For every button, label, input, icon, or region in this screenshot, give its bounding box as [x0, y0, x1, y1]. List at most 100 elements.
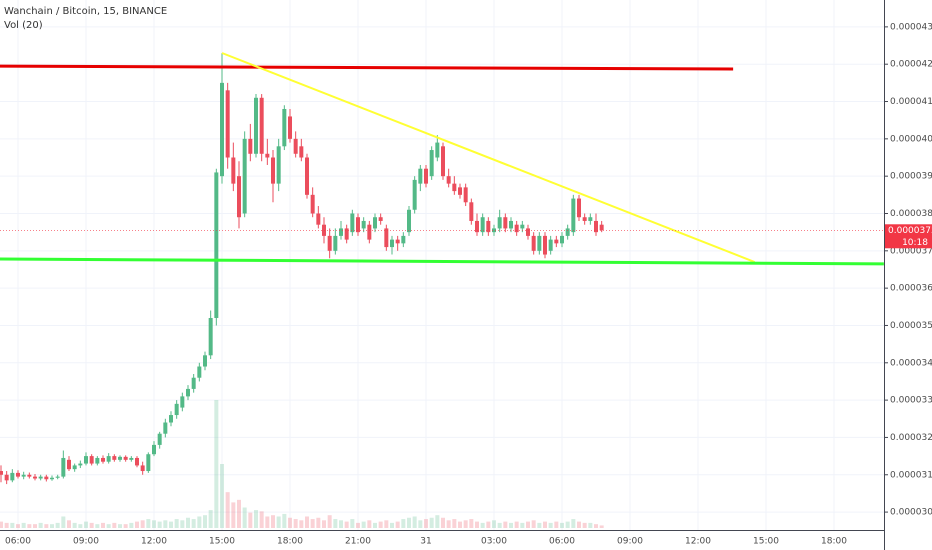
- candle-body: [67, 459, 71, 470]
- volume-bar: [55, 522, 60, 528]
- candle-body: [180, 396, 185, 408]
- volume-bar: [129, 522, 134, 528]
- volume-bar: [208, 510, 213, 528]
- volume-bar: [33, 524, 37, 528]
- volume-bar: [577, 521, 581, 528]
- candle-body: [72, 465, 77, 470]
- volume-bar: [276, 516, 281, 528]
- volume-bar: [237, 499, 241, 528]
- candle-body: [271, 157, 275, 184]
- candle-body: [424, 168, 428, 184]
- candle-body: [520, 224, 525, 229]
- volume-bar: [157, 521, 162, 528]
- volume-bar: [106, 524, 111, 528]
- candle-body: [412, 179, 417, 210]
- candle-body: [33, 476, 37, 479]
- candle-body: [242, 138, 247, 214]
- volume-bar: [220, 464, 224, 528]
- volume-bar: [135, 521, 139, 528]
- candle-body: [16, 472, 20, 477]
- candle-body: [203, 355, 207, 367]
- y-tick-label: 0.00003100: [890, 470, 932, 480]
- candle-body: [599, 224, 604, 231]
- candle-body: [135, 457, 139, 466]
- volume-bar: [520, 522, 525, 528]
- x-tick-label: 06:00: [549, 537, 575, 547]
- volume-bar: [248, 512, 253, 528]
- volume-bar: [254, 510, 258, 528]
- volume-bar: [72, 522, 77, 528]
- candle-body: [344, 228, 349, 240]
- volume-bar: [299, 520, 304, 528]
- candle-body: [225, 90, 230, 158]
- trend-line: [0, 64, 734, 71]
- volume-bar: [435, 515, 440, 528]
- volume-bar: [469, 519, 474, 528]
- volume-bar: [344, 521, 349, 528]
- volume-bar: [112, 522, 117, 528]
- volume-bar: [475, 521, 479, 528]
- volume-bar: [429, 517, 434, 528]
- y-tick-label: 0.00004200: [890, 60, 932, 70]
- candle-body: [543, 235, 547, 255]
- candle-body: [361, 220, 366, 229]
- candle-body: [407, 209, 411, 233]
- volume-bar: [231, 502, 236, 528]
- drawing-layer: [0, 52, 884, 266]
- candle-body: [418, 168, 423, 184]
- volume-bar: [588, 522, 593, 528]
- candle-body: [554, 239, 559, 244]
- grid: [0, 0, 884, 530]
- axes: 0.00003000 0.00003100 0.00003200 0.00003300…: [5, 22, 932, 547]
- candle-body: [526, 228, 530, 236]
- candle-body: [214, 172, 219, 318]
- volume-bar: [582, 522, 587, 528]
- volume-bar: [543, 521, 547, 528]
- x-tick-label: 18:00: [821, 537, 847, 547]
- candle-body: [84, 456, 88, 464]
- volume-bar: [339, 520, 343, 528]
- volume-bar: [514, 521, 519, 528]
- volume-bar: [310, 519, 315, 528]
- volume-bar: [21, 522, 26, 528]
- volume-bar: [463, 520, 468, 528]
- candle-body: [112, 456, 117, 460]
- volume-bar: [27, 524, 32, 528]
- volume-bar: [531, 520, 536, 528]
- volume-bar: [214, 400, 219, 528]
- candle-body: [89, 456, 94, 464]
- candle-body: [486, 220, 491, 233]
- volume-layer: [0, 400, 604, 528]
- volume-bar: [50, 524, 54, 528]
- candle-body: [282, 108, 287, 147]
- volume-bar: [350, 519, 355, 528]
- candle-body: [0, 471, 3, 475]
- candle-body: [157, 433, 162, 445]
- volume-bar: [509, 522, 513, 528]
- candle-body: [446, 176, 451, 184]
- y-tick-label: 0.00004000: [890, 134, 932, 144]
- volume-bar: [84, 521, 88, 528]
- x-tick-label: 31: [420, 537, 431, 547]
- volume-bar: [537, 522, 542, 528]
- volume-bar: [123, 524, 128, 528]
- volume-bar: [4, 522, 9, 528]
- volume-bar: [452, 519, 457, 528]
- volume-bar: [333, 519, 338, 528]
- volume-bar: [571, 519, 576, 528]
- candle-body: [231, 157, 236, 184]
- candle-body: [38, 476, 43, 479]
- volume-bar: [390, 522, 394, 528]
- volume-bar: [373, 522, 377, 528]
- candle-body: [174, 403, 179, 416]
- candle-body: [548, 239, 553, 251]
- candle-body: [594, 220, 598, 233]
- candle-body: [531, 235, 536, 251]
- volume-bar: [361, 521, 366, 528]
- candle-body: [395, 239, 400, 244]
- volume-bar: [554, 521, 559, 528]
- candle-body: [503, 217, 508, 229]
- volume-bar: [282, 513, 287, 528]
